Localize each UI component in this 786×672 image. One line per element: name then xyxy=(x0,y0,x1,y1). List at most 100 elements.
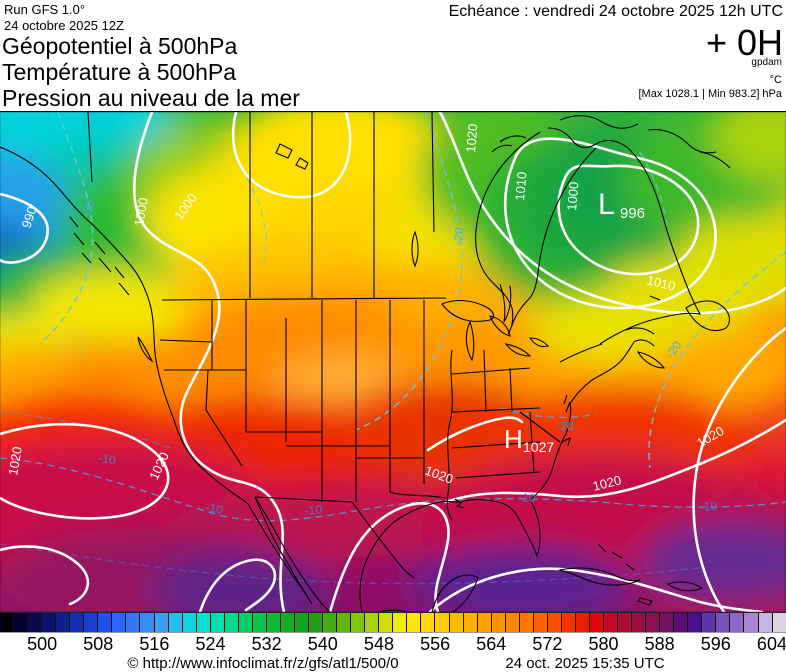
colorbar-segment xyxy=(729,613,744,632)
colorbar-segment xyxy=(153,613,168,632)
colorbar-segment xyxy=(237,613,252,632)
colorbar-segment xyxy=(532,613,547,632)
colorbar-segment xyxy=(55,613,70,632)
title-temperature: Température à 500hPa xyxy=(2,59,236,85)
colorbar-segment xyxy=(715,613,730,632)
colorbar-segment xyxy=(757,613,772,632)
colorbar-segment xyxy=(701,613,716,632)
forecast-validity: Echéance : vendredi 24 octobre 2025 12h … xyxy=(448,3,783,20)
high-center-value: 1027 xyxy=(523,439,554,455)
colorbar-segment xyxy=(518,613,533,632)
colorbar-tick: 540 xyxy=(307,634,338,654)
footer: © http://www.infoclimat.fr/z/gfs/atl1/50… xyxy=(0,655,786,672)
colorbar-tick: 580 xyxy=(588,634,619,654)
low-center-letter: L xyxy=(598,188,615,221)
colorbar-segment xyxy=(223,613,238,632)
colorbar-segment xyxy=(181,613,196,632)
isotherm-label--10: -10 xyxy=(204,500,224,517)
isotherm-label--20: -20 xyxy=(556,418,575,434)
title-pressure: Pression au niveau de la mer xyxy=(2,85,300,111)
colorbar-segment xyxy=(574,613,589,632)
isobar-lines xyxy=(0,112,786,612)
colorbar-segment xyxy=(111,613,126,632)
isobar-label-1010: 1010 xyxy=(645,272,677,294)
colorbar-segment xyxy=(434,613,449,632)
colorbar-segment xyxy=(771,613,786,632)
isobar-label-1010: 1010 xyxy=(512,171,529,201)
colorbar-segment xyxy=(631,613,646,632)
geopotential-color-field xyxy=(0,112,786,612)
isotherm-label--20: -20 xyxy=(451,226,466,245)
run-date: 24 octobre 2025 12Z xyxy=(4,18,124,33)
colorbar-segment xyxy=(546,613,561,632)
colorbar-tick: 588 xyxy=(644,634,675,654)
copyright-url: © http://www.infoclimat.fr/z/gfs/atl1/50… xyxy=(127,655,399,672)
colorbar-segment xyxy=(448,613,463,632)
colorbar-segment xyxy=(476,613,491,632)
colorbar-segment xyxy=(13,613,28,632)
colorbar-segment xyxy=(603,613,618,632)
isotherm-label--10: -10 xyxy=(304,502,323,518)
run-model: Run GFS 1.0° xyxy=(4,2,86,17)
weather-map-image: 990 1000 1000 1000 1010 1010 1020 1020 1020 1020 1… xyxy=(0,111,786,613)
isotherm-lines xyxy=(0,112,786,585)
isobar-label-1000: 1000 xyxy=(131,196,151,227)
map-titles: Géopotentiel à 500hPa Température à 500h… xyxy=(2,33,300,111)
colorbar-segment xyxy=(743,613,758,632)
colorbar-segment xyxy=(420,613,435,632)
colorbar-segment xyxy=(293,613,309,632)
low-center-value: 996 xyxy=(620,205,645,222)
forecast-hour: + 0H xyxy=(705,22,783,63)
isobar-label-1020: 1020 xyxy=(5,445,25,476)
colorbar-tick: 604 xyxy=(756,634,786,654)
isotherm-label--10: -10 xyxy=(699,499,718,514)
colorbar-segment xyxy=(265,613,280,632)
colorbar-tick: 548 xyxy=(363,634,394,654)
colorbar-segment xyxy=(27,613,42,632)
colorbar-segment xyxy=(673,613,688,632)
colorbar-tick-labels: 500 508 516 524 532 540 548 556 564 572 580 588 596 6… xyxy=(0,634,786,656)
colorbar-segment xyxy=(350,613,365,632)
isobar-label-1000: 1000 xyxy=(564,181,581,211)
pressure-min-max: [Max 1028.1 | Min 983.2] hPa xyxy=(638,88,783,100)
unit-temperature: °C xyxy=(769,74,782,86)
run-info: Run GFS 1.0° 24 octobre 2025 12Z xyxy=(4,2,124,34)
colorbar-segment xyxy=(336,613,351,632)
isobar-label-1020: 1020 xyxy=(591,472,623,494)
geopotential-colorbar xyxy=(0,612,786,633)
colorbar-tick: 572 xyxy=(532,634,563,654)
colorbar-segment xyxy=(617,613,632,632)
high-center-letter: H xyxy=(504,424,523,454)
colorbar-segment xyxy=(83,613,98,632)
colorbar-segment xyxy=(504,613,519,632)
colorbar-segment xyxy=(0,613,14,632)
colorbar-segment xyxy=(659,613,674,632)
colorbar-tick: 596 xyxy=(700,634,731,654)
colorbar-tick: 516 xyxy=(139,634,170,654)
colorbar-tick: 556 xyxy=(420,634,451,654)
isotherm-label--10: -10 xyxy=(518,490,537,505)
colorbar-tick: 532 xyxy=(251,634,282,654)
colorbar-segment xyxy=(406,613,421,632)
colorbar-segment xyxy=(41,613,56,632)
colorbar-segment xyxy=(139,613,154,632)
isobar-label-1020: 1020 xyxy=(463,123,480,153)
colorbar-segment xyxy=(167,613,182,632)
colorbar-tick: 508 xyxy=(83,634,114,654)
colorbar-segment xyxy=(364,613,379,632)
colorbar-segment xyxy=(69,613,84,632)
colorbar-segment xyxy=(645,613,660,632)
isotherm-label--10: -10 xyxy=(98,451,117,467)
unit-geopotential: gpdam xyxy=(751,57,782,68)
title-geopotential: Géopotentiel à 500hPa xyxy=(2,33,238,59)
colorbar-tick: 500 xyxy=(27,634,58,654)
colorbar-segment xyxy=(322,613,337,632)
colorbar-segment xyxy=(251,613,266,632)
colorbar-segment xyxy=(125,613,140,632)
colorbar-segment xyxy=(687,613,702,632)
colorbar-segment xyxy=(378,613,393,632)
colorbar-segment xyxy=(490,613,505,632)
colorbar-segment xyxy=(560,613,575,632)
